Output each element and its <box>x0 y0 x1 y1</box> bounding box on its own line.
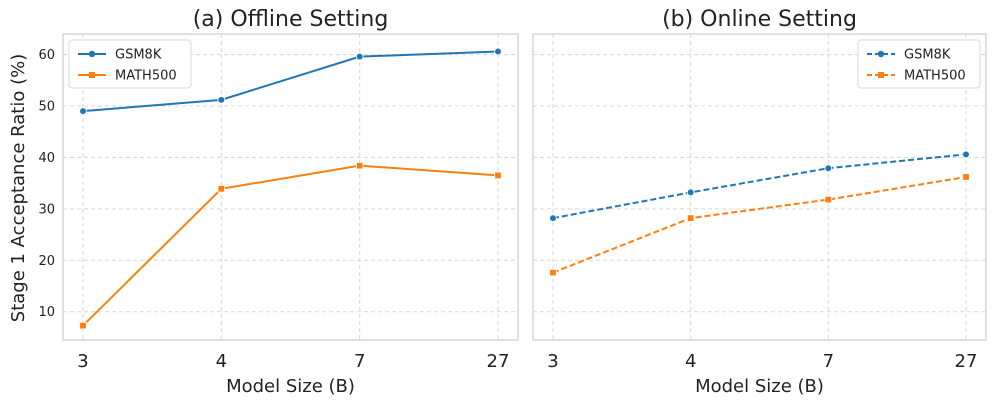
online-point-math500 <box>962 173 970 181</box>
panel-online: 3 4 7 27 (b) Online Setting Model Size (B) GSM… <box>532 7 987 397</box>
offline-point-math500 <box>355 161 364 170</box>
online-x-tick-label: 27 <box>955 351 978 372</box>
y-tick-label: 10 <box>38 305 55 320</box>
y-tick-label: 50 <box>38 100 55 115</box>
online-point-math500 <box>549 268 557 277</box>
panel-offline: 10 20 30 40 50 60 3 4 7 27 (a) Offline Setting Mode… <box>38 7 519 397</box>
offline-legend-marker-gsm8k <box>88 50 96 58</box>
online-x-axis-label: Model Size (B) <box>695 376 824 397</box>
online-series-line-math500 <box>552 175 967 274</box>
online-legend-marker-gsm8k <box>877 50 885 58</box>
offline-x-tick-label: 27 <box>487 351 510 372</box>
offline-point-gsm8k <box>217 96 226 104</box>
offline-legend-label-math500: MATH500 <box>115 69 177 84</box>
offline-x-tick-label: 4 <box>216 351 227 372</box>
y-tick-label: 60 <box>38 48 55 63</box>
online-point-math500 <box>686 214 695 222</box>
online-x-tick-label: 3 <box>547 351 558 372</box>
offline-x-axis-label: Model Size (B) <box>226 376 355 397</box>
offline-x-tick-label: 3 <box>77 351 88 372</box>
online-x-tick-label: 4 <box>685 351 696 372</box>
online-series-line-gsm8k <box>552 153 967 220</box>
online-point-gsm8k <box>549 214 557 222</box>
y-tick-label: 40 <box>38 151 55 166</box>
online-legend-marker-math500 <box>878 72 884 78</box>
offline-point-math500 <box>79 321 87 330</box>
offline-legend-label-gsm8k: GSM8K <box>115 48 162 63</box>
y-tick-label: 30 <box>38 202 55 217</box>
online-point-math500 <box>824 195 833 204</box>
offline-legend-marker-math500 <box>89 72 95 78</box>
online-title: (b) Online Setting <box>662 7 857 32</box>
offline-point-gsm8k <box>355 52 364 61</box>
offline-series-line-gsm8k <box>82 50 499 113</box>
offline-title: (a) Offline Setting <box>193 7 389 32</box>
y-axis-label: Stage 1 Acceptance Ratio (%) <box>8 54 29 322</box>
y-tick-label: 20 <box>38 254 55 269</box>
online-point-gsm8k <box>824 164 833 173</box>
online-x-tick-label: 7 <box>823 351 834 372</box>
online-legend <box>857 39 981 89</box>
offline-series-line-math500 <box>82 164 499 327</box>
offline-point-gsm8k <box>494 47 502 56</box>
offline-point-gsm8k <box>79 107 87 115</box>
online-legend-label-gsm8k: GSM8K <box>904 48 951 63</box>
offline-x-tick-label: 7 <box>354 351 365 372</box>
online-legend-label-math500: MATH500 <box>904 69 966 84</box>
offline-point-math500 <box>494 171 502 180</box>
online-point-gsm8k <box>686 188 695 197</box>
online-point-gsm8k <box>962 150 970 159</box>
offline-point-math500 <box>217 185 226 193</box>
